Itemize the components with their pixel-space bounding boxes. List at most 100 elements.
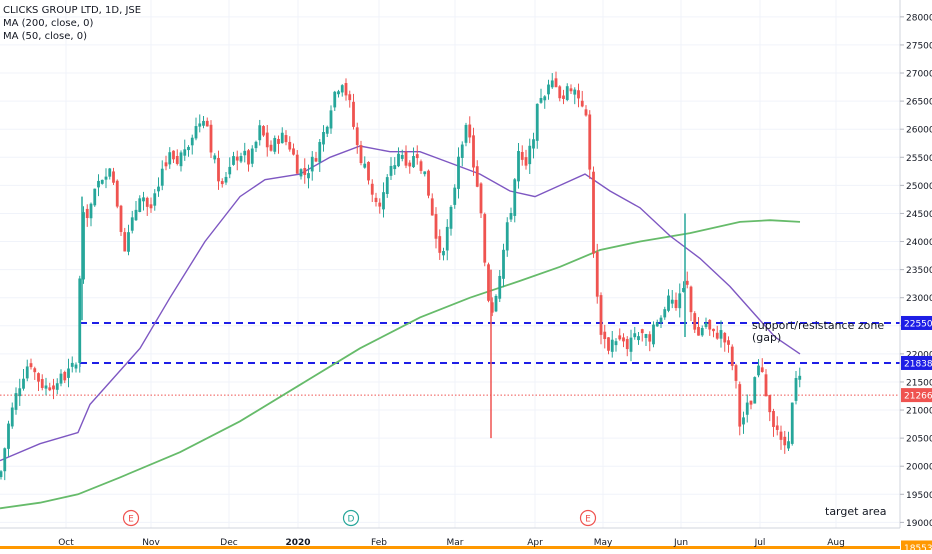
candle[interactable] (119, 204, 123, 237)
candle[interactable] (329, 105, 333, 134)
candle[interactable] (764, 369, 768, 397)
candle[interactable] (254, 140, 258, 153)
candle[interactable] (423, 171, 427, 177)
candle[interactable] (243, 142, 247, 163)
candle[interactable] (363, 156, 367, 169)
candle[interactable] (40, 374, 44, 391)
candle[interactable] (464, 122, 468, 147)
candle[interactable] (205, 117, 209, 127)
candle[interactable] (385, 174, 389, 198)
candle[interactable] (142, 191, 145, 211)
candle[interactable] (310, 151, 314, 181)
candle[interactable] (554, 71, 558, 88)
candle[interactable] (359, 140, 363, 166)
candle[interactable] (483, 212, 487, 267)
candle[interactable] (442, 247, 445, 261)
candle[interactable] (220, 178, 224, 188)
candle[interactable] (760, 358, 764, 373)
candle[interactable] (307, 164, 310, 189)
candle[interactable] (494, 294, 498, 313)
candle[interactable] (648, 331, 652, 352)
candle[interactable] (595, 243, 599, 304)
candle[interactable] (123, 227, 127, 252)
candle[interactable] (618, 328, 622, 341)
candle[interactable] (652, 321, 655, 348)
candle[interactable] (539, 88, 543, 104)
candle[interactable] (697, 317, 700, 336)
candle[interactable] (44, 377, 48, 396)
candle[interactable] (378, 198, 382, 214)
candle[interactable] (513, 178, 517, 223)
candle[interactable] (460, 141, 464, 167)
candle[interactable] (269, 140, 273, 152)
candle[interactable] (250, 145, 254, 168)
candle[interactable] (577, 83, 580, 108)
candle[interactable] (160, 160, 164, 191)
candle[interactable] (258, 119, 262, 146)
candle[interactable] (187, 145, 190, 157)
candle[interactable] (775, 416, 779, 436)
candle[interactable] (547, 79, 550, 100)
candle[interactable] (78, 275, 82, 373)
candle[interactable] (490, 297, 494, 317)
candle[interactable] (768, 394, 772, 422)
candles[interactable] (0, 71, 802, 481)
candle[interactable] (700, 325, 704, 337)
candle[interactable] (209, 120, 213, 159)
candle[interactable] (70, 356, 74, 373)
candle[interactable] (520, 145, 524, 166)
candle[interactable] (404, 145, 408, 169)
candle[interactable] (745, 394, 749, 423)
candle[interactable] (708, 319, 712, 336)
candle[interactable] (292, 143, 295, 156)
candle[interactable] (374, 192, 378, 207)
candle[interactable] (157, 177, 160, 197)
candle[interactable] (502, 243, 505, 288)
candle[interactable] (93, 188, 97, 207)
candle[interactable] (153, 189, 157, 211)
candle[interactable] (569, 84, 573, 94)
candle[interactable] (757, 359, 760, 378)
candle[interactable] (18, 378, 22, 406)
candle[interactable] (625, 336, 629, 357)
candle[interactable] (130, 210, 134, 234)
candle[interactable] (63, 370, 67, 384)
candle[interactable] (213, 153, 217, 164)
candle[interactable] (674, 292, 678, 311)
candle[interactable] (798, 367, 802, 388)
candle[interactable] (337, 89, 340, 98)
candle[interactable] (52, 378, 55, 400)
candle[interactable] (434, 207, 438, 249)
candle[interactable] (749, 400, 753, 410)
candle[interactable] (127, 224, 130, 256)
candle[interactable] (738, 381, 742, 436)
candle[interactable] (10, 402, 14, 429)
candle[interactable] (265, 124, 269, 157)
candle[interactable] (584, 105, 588, 117)
candle[interactable] (592, 166, 595, 258)
candle[interactable] (48, 382, 52, 392)
candle[interactable] (262, 125, 265, 137)
candle[interactable] (168, 147, 172, 169)
candle[interactable] (644, 333, 648, 346)
candle[interactable] (29, 358, 33, 370)
candle[interactable] (670, 289, 674, 309)
candle[interactable] (408, 160, 412, 174)
candle[interactable] (633, 326, 637, 340)
candle[interactable] (277, 135, 280, 154)
candle[interactable] (412, 147, 415, 169)
candle[interactable] (640, 328, 644, 342)
candle[interactable] (693, 311, 697, 334)
candle[interactable] (7, 420, 10, 457)
event-marker-d[interactable]: D (342, 509, 360, 527)
candle[interactable] (37, 372, 40, 391)
candle[interactable] (543, 95, 547, 109)
candle[interactable] (498, 270, 502, 303)
candle[interactable] (194, 117, 198, 141)
candle[interactable] (753, 376, 757, 404)
candle[interactable] (108, 167, 112, 180)
candle[interactable] (719, 320, 723, 348)
candle[interactable] (505, 217, 509, 257)
candle[interactable] (445, 219, 449, 261)
